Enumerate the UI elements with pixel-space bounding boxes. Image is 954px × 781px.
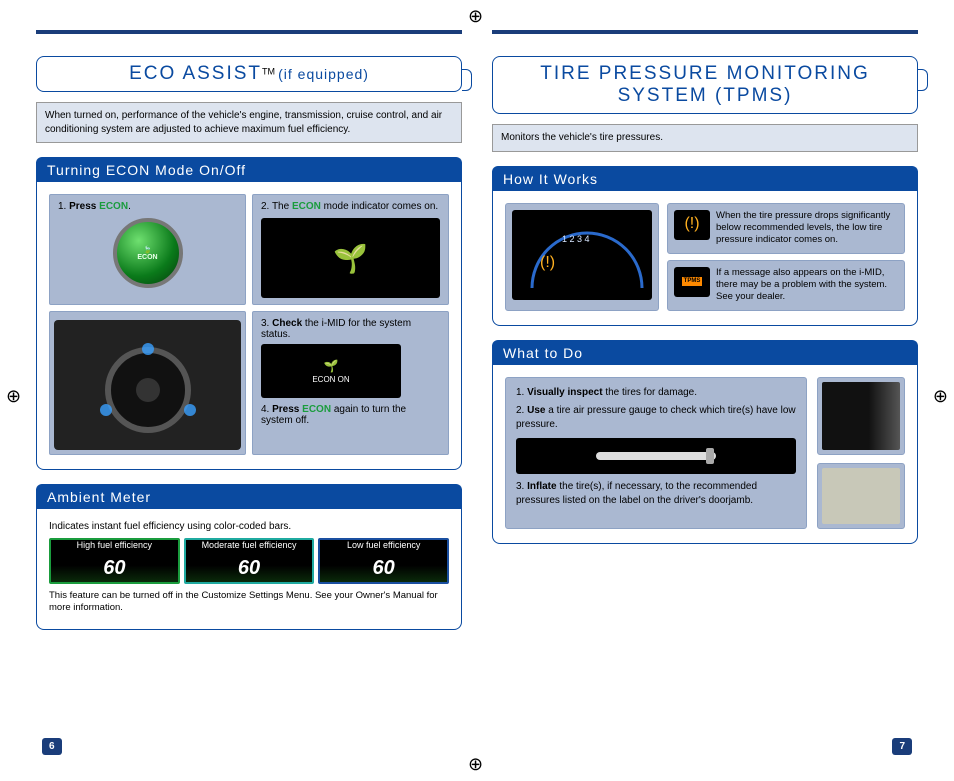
tpms-badge-icon: TPMS: [674, 267, 710, 297]
section-head-wtd: What to Do: [492, 340, 918, 365]
tpms-gauge-image: 1 2 3 4 (!): [505, 203, 659, 311]
step-1: 1. Press ECON. 🍃ECON: [49, 194, 246, 305]
title-main: ECO ASSIST: [129, 63, 262, 84]
svg-text:1 2 3 4: 1 2 3 4: [562, 234, 590, 244]
registration-mark-icon: ⊕: [468, 754, 483, 775]
step-2: 2. The ECON mode indicator comes on. 🌱: [252, 194, 449, 305]
top-rule: [492, 30, 918, 34]
section-body-ambient: Indicates instant fuel efficiency using …: [36, 509, 462, 630]
title-tpms: TIRE PRESSURE MONITORING SYSTEM (TPMS): [492, 56, 918, 114]
step-3-4: 3. Check the i-MID for the system status…: [252, 311, 449, 455]
section-head-hiw: How It Works: [492, 166, 918, 191]
section-body-wtd: 1. Visually inspect the tires for damage…: [492, 365, 918, 544]
doorjamb-label-image: [817, 463, 905, 529]
title-sub: (if equipped): [278, 66, 369, 82]
ambient-desc: Indicates instant fuel efficiency using …: [49, 521, 449, 532]
low-tire-pressure-icon: (!): [674, 210, 710, 240]
imid-screen-image: 🌱 ECON ON: [261, 344, 401, 398]
title-tab-decor: [462, 69, 472, 91]
page-left: ECO ASSISTTM (if equipped) When turned o…: [36, 30, 462, 644]
section-head-ambient: Ambient Meter: [36, 484, 462, 509]
title-tab-decor: [918, 69, 928, 91]
registration-mark-icon: ⊕: [933, 386, 948, 407]
ambient-high: High fuel efficiency 60: [49, 538, 180, 584]
ambient-note: This feature can be turned off in the Cu…: [49, 590, 449, 615]
trademark: TM: [262, 66, 275, 76]
doorjamb-image-1: [817, 377, 905, 455]
registration-mark-icon: ⊕: [468, 6, 483, 27]
pressure-gauge-image: [516, 438, 796, 474]
title-eco-assist: ECO ASSISTTM (if equipped): [36, 56, 462, 92]
wtd-steps: 1. Visually inspect the tires for damage…: [505, 377, 807, 529]
steering-wheel-image: [49, 311, 246, 455]
top-rule: [36, 30, 462, 34]
hiw-chunk-2: TPMS If a message also appears on the i-…: [667, 260, 905, 311]
section-head-econ-mode: Turning ECON Mode On/Off: [36, 157, 462, 182]
page-right: TIRE PRESSURE MONITORING SYSTEM (TPMS) M…: [492, 30, 918, 644]
page-number-left: 6: [42, 738, 62, 755]
econ-indicator-image: 🌱: [261, 218, 440, 298]
intro-box: Monitors the vehicle's tire pressures.: [492, 124, 918, 152]
section-body-econ-mode: 1. Press ECON. 🍃ECON 2. The ECON mode in…: [36, 182, 462, 470]
econ-button-image: 🍃ECON: [113, 218, 183, 288]
title-main: TIRE PRESSURE MONITORING SYSTEM (TPMS): [540, 63, 870, 106]
svg-text:(!): (!): [540, 254, 555, 271]
section-body-hiw: 1 2 3 4 (!) (!) When the tire pressure d…: [492, 191, 918, 326]
ambient-row: High fuel efficiency 60 Moderate fuel ef…: [49, 538, 449, 584]
hiw-chunk-1: (!) When the tire pressure drops signifi…: [667, 203, 905, 254]
wtd-side-images: [817, 377, 905, 529]
page-number-right: 7: [892, 738, 912, 755]
ambient-moderate: Moderate fuel efficiency 60: [184, 538, 315, 584]
ambient-low: Low fuel efficiency 60: [318, 538, 449, 584]
registration-mark-icon: ⊕: [6, 386, 21, 407]
intro-box: When turned on, performance of the vehic…: [36, 102, 462, 143]
